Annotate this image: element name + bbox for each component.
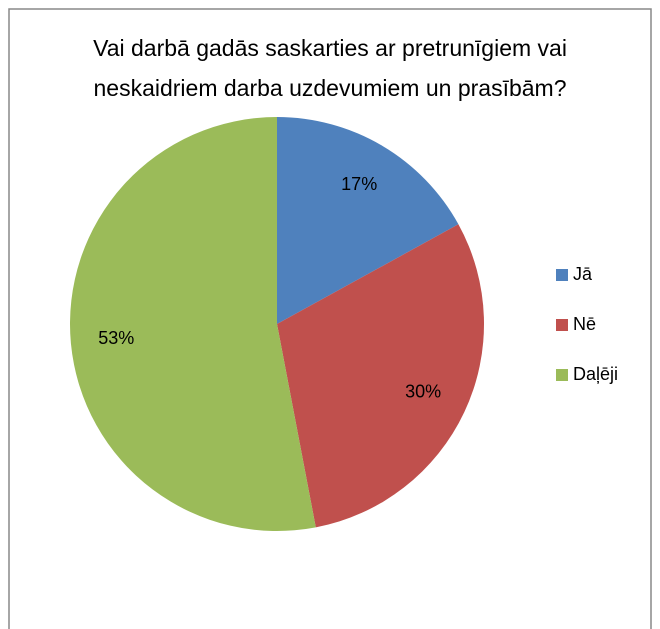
legend-label: Jā <box>573 264 593 284</box>
legend-swatch <box>556 319 568 331</box>
pie-slice <box>277 117 459 324</box>
legend-label: Nē <box>573 314 596 334</box>
pie-slice <box>69 117 316 531</box>
data-label: 53% <box>98 328 134 348</box>
data-label: 30% <box>405 381 441 401</box>
legend-swatch <box>556 369 568 381</box>
data-label: 17% <box>341 174 377 194</box>
legend-swatch <box>556 269 568 281</box>
chart-title: Vai darbā gadās saskarties ar pretrunīgi… <box>93 35 567 101</box>
legend-label: Daļēji <box>573 364 618 384</box>
pie-slice <box>277 224 484 528</box>
